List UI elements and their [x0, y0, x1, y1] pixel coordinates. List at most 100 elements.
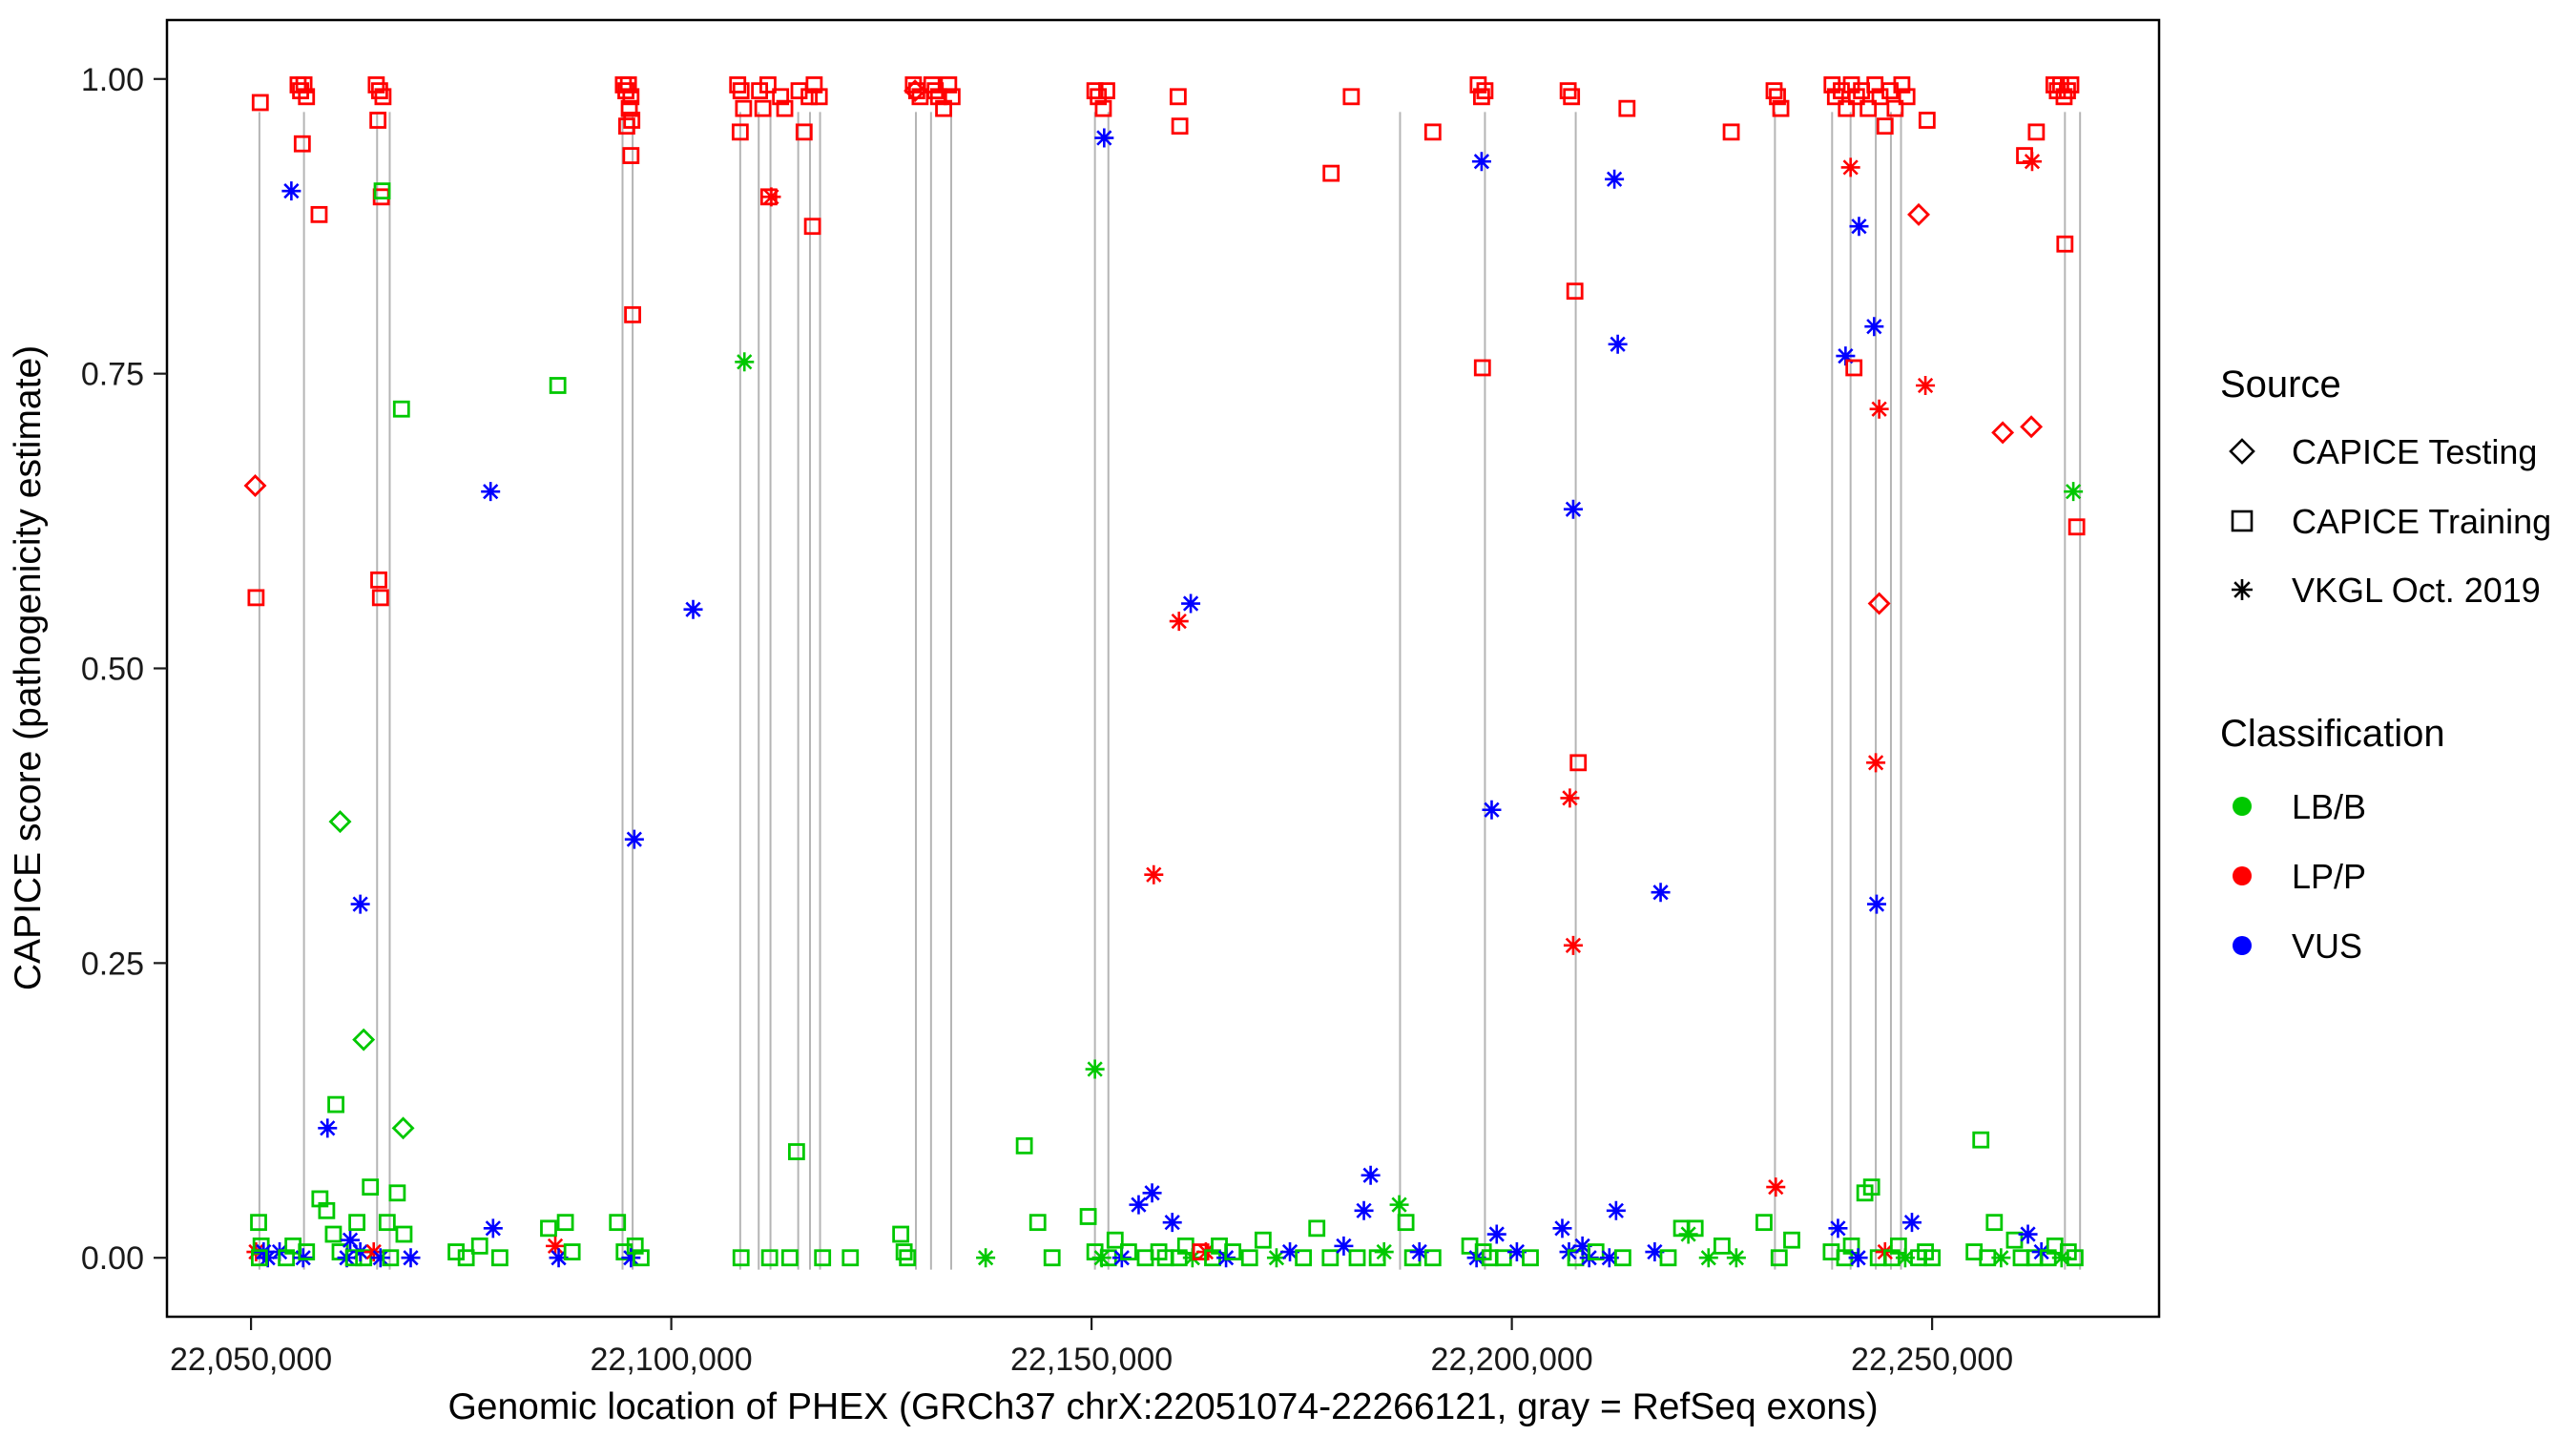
data-point-square [609, 1214, 627, 1232]
legend-classification-title: Classification [2220, 713, 2445, 755]
x-axis-title: Genomic location of PHEX (GRCh37 chrX:22… [447, 1386, 1878, 1427]
data-point-square [732, 1249, 750, 1267]
x-tick-label: 22,100,000 [591, 1342, 753, 1378]
data-point-asterisk [341, 1230, 361, 1250]
data-point-asterisk [481, 482, 501, 502]
data-point-square [395, 1225, 413, 1243]
data-point-square [540, 1219, 557, 1238]
y-tick-label: 0.75 [81, 357, 144, 393]
data-point-square [371, 589, 389, 607]
data-point-square [1886, 99, 1904, 117]
data-point-square [1476, 82, 1494, 100]
data-point-square [1119, 1243, 1137, 1260]
data-point-square [1169, 88, 1187, 106]
data-point-asterisk [1162, 1213, 1182, 1233]
legend-classification: Classification LB/B LP/P VUS [2220, 713, 2445, 966]
legend-item-label: VUS [2292, 926, 2362, 966]
legend-item-vus: VUS [2233, 926, 2362, 966]
data-point-square [1106, 1231, 1124, 1249]
lbb-color-dot-icon [2233, 797, 2252, 816]
data-point-square [470, 1237, 488, 1255]
data-point-square [549, 377, 567, 394]
data-point-diamond [352, 1028, 376, 1051]
data-point-asterisk [1266, 1248, 1286, 1268]
data-point-square [298, 88, 316, 106]
exon-lines-layer [258, 112, 2082, 1270]
data-point-asterisk [1605, 169, 1625, 189]
y-axis: 0.00 0.25 0.50 0.75 1.00 [81, 62, 167, 1277]
data-point-asterisk [1895, 1248, 1915, 1268]
data-point-asterisk [1608, 334, 1628, 354]
data-point-square [943, 88, 961, 106]
data-point-square [2067, 518, 2086, 536]
data-point-asterisk [1828, 1218, 1848, 1238]
data-point-diamond [1867, 592, 1891, 615]
data-point-square [841, 1249, 860, 1267]
data-point-asterisk [1848, 1248, 1868, 1268]
data-point-asterisk [1840, 157, 1860, 177]
data-point-asterisk [1563, 499, 1583, 519]
data-point-asterisk [1869, 399, 1889, 419]
data-point-square [810, 88, 828, 106]
data-point-asterisk [1486, 1224, 1506, 1244]
data-point-square [1098, 82, 1115, 100]
legend-item-label: LP/P [2292, 857, 2366, 896]
data-point-square [1770, 1249, 1788, 1267]
data-point-asterisk [1606, 1200, 1626, 1220]
data-point-square [892, 1225, 910, 1243]
legend-item-lpp: LP/P [2233, 857, 2366, 896]
data-point-asterisk [549, 1248, 569, 1268]
data-point-square [1755, 1214, 1773, 1232]
data-point-square [1240, 1249, 1258, 1267]
data-point-square [373, 182, 391, 200]
data-point-square [1859, 99, 1878, 117]
data-point-square [618, 117, 635, 135]
data-point-asterisk [621, 1248, 641, 1268]
legend-item-label: LB/B [2292, 787, 2366, 826]
y-tick-label: 0.25 [81, 946, 144, 982]
data-point-diamond [2020, 415, 2044, 439]
data-point-asterisk [1563, 935, 1583, 955]
vus-color-dot-icon [2233, 936, 2252, 955]
data-point-asterisk [1849, 217, 1869, 237]
data-point-asterisk [1389, 1195, 1409, 1215]
data-point-square [780, 1249, 799, 1267]
legend-item-label: CAPICE Training [2292, 502, 2551, 541]
data-point-asterisk [1916, 375, 1936, 395]
data-point-square [355, 1249, 373, 1267]
data-point-square [787, 1143, 805, 1160]
data-point-diamond [1907, 202, 1931, 226]
data-point-square [759, 76, 777, 94]
square-marker-icon [2231, 510, 2254, 532]
data-point-square [324, 1225, 343, 1243]
data-point-asterisk [1471, 152, 1491, 172]
data-point-square [1171, 117, 1189, 135]
data-point-square [250, 1214, 267, 1232]
x-tick-label: 22,150,000 [1010, 1342, 1173, 1378]
data-point-square [800, 88, 818, 106]
data-point-square [1618, 99, 1636, 117]
data-point-square [1566, 282, 1584, 301]
data-point-asterisk [761, 187, 781, 207]
data-point-square [772, 88, 790, 106]
data-point-square [731, 123, 749, 141]
data-point-square [362, 1178, 380, 1196]
data-point-square [247, 589, 265, 607]
data-point-square [293, 135, 311, 153]
data-point-square [1769, 88, 1786, 106]
data-point-asterisk [1374, 1242, 1394, 1262]
data-point-asterisk [1766, 1177, 1786, 1197]
x-tick-label: 22,200,000 [1431, 1342, 1593, 1378]
data-point-asterisk [1572, 1236, 1592, 1256]
data-point-asterisk [1361, 1165, 1381, 1185]
data-point-asterisk [1651, 883, 1671, 903]
data-point-square [735, 99, 753, 117]
legend-source-title: Source [2220, 364, 2341, 406]
data-point-square [298, 1243, 316, 1260]
data-point-square [1423, 123, 1442, 141]
data-point-square [940, 76, 958, 94]
data-point-square [1918, 112, 1936, 129]
data-point-square [814, 1249, 832, 1267]
data-point-square [2062, 76, 2080, 94]
data-point-square [1322, 164, 1340, 182]
